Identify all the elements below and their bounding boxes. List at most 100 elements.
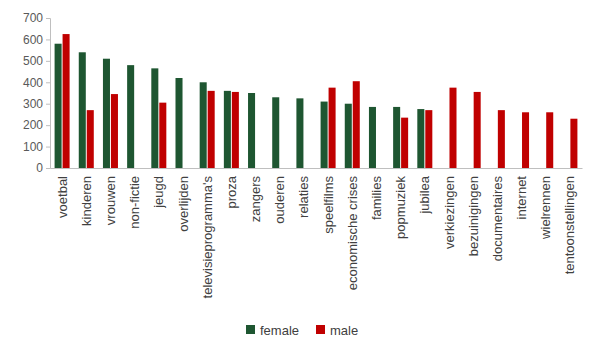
bar (425, 110, 432, 168)
legend-label: female (260, 323, 299, 338)
legend: femalemale (246, 323, 358, 338)
tick: televisieprogramma's (200, 168, 215, 298)
bar (87, 110, 94, 168)
tick: internet (514, 168, 529, 219)
tick-label: ouderen (272, 176, 287, 224)
axis-line (46, 19, 51, 169)
tick: 600 (23, 33, 50, 47)
tick-mark (46, 82, 50, 83)
tick-label: proza (224, 175, 239, 208)
bars (55, 34, 578, 168)
tick: 0 (36, 161, 50, 175)
tick: tentoonstellingen (562, 168, 577, 274)
tick-label: televisieprogramma's (200, 176, 215, 299)
tick: speelfilms (321, 168, 336, 234)
legend-swatch (316, 325, 325, 334)
bar (208, 91, 215, 168)
tick-label: 500 (23, 54, 43, 68)
bar (224, 91, 231, 168)
tick: 400 (23, 76, 50, 90)
tick-label: families (369, 176, 384, 221)
bar (103, 59, 110, 168)
tick-label: jubilea (417, 175, 432, 214)
tick-mark (46, 125, 50, 126)
tick: popmuziek (393, 168, 408, 239)
tick-label: kinderen (79, 176, 94, 226)
tick: verkiezingen (442, 168, 457, 249)
bar (321, 102, 328, 168)
bar (200, 82, 207, 168)
tick-label: 200 (23, 118, 43, 132)
tick-label: speelfilms (321, 176, 336, 234)
series (63, 34, 578, 168)
tick: voetbal (55, 168, 70, 218)
tick: 700 (23, 11, 50, 25)
tick: jubilea (417, 168, 432, 215)
bar (369, 107, 376, 168)
tick-mark (46, 18, 50, 19)
tick-label: popmuziek (393, 176, 408, 239)
bar (248, 93, 255, 168)
tick: wielrennen (538, 168, 553, 240)
tick-label: internet (514, 176, 529, 220)
bar (175, 78, 182, 168)
tick: overlijden (176, 168, 191, 232)
tick-label: 300 (23, 97, 43, 111)
bar (570, 119, 577, 168)
tick-label: non-fictie (127, 176, 142, 229)
y-axis: 0 100 200 300 400 500 600 700 (23, 11, 51, 175)
tick-label: 0 (36, 161, 43, 175)
tick: ouderen (272, 168, 287, 224)
tick: 300 (23, 97, 50, 111)
tick: jeugd (151, 168, 166, 209)
tick-label: bezuinigingen (466, 176, 481, 256)
bar (232, 92, 239, 168)
tick-mark (46, 168, 50, 169)
tick-label: overlijden (176, 176, 191, 232)
tick-label: wielrennen (538, 176, 553, 240)
tick: 100 (23, 140, 50, 154)
tick-label: vrouwen (103, 176, 118, 225)
bar (55, 44, 62, 168)
tick-mark (46, 147, 50, 148)
tick-label: verkiezingen (442, 176, 457, 249)
bar (272, 97, 279, 168)
bar (546, 112, 553, 168)
tick: 500 (23, 54, 50, 68)
legend-swatch (246, 325, 255, 334)
bar (127, 65, 134, 168)
axis-line (51, 168, 583, 169)
tick-label: economische crises (345, 176, 360, 291)
bar (79, 52, 86, 168)
bar (151, 68, 158, 168)
tick: non-fictie (127, 168, 142, 229)
bar (393, 107, 400, 168)
bar (449, 88, 456, 168)
bar (522, 112, 529, 168)
bar (63, 34, 70, 168)
tick: proza (224, 168, 239, 209)
tick-label: 700 (23, 11, 43, 25)
bar (498, 110, 505, 168)
tick-label: voetbal (55, 176, 70, 218)
tick-label: zangers (248, 176, 263, 223)
bar (329, 88, 336, 168)
x-axis: voetbal kinderen vrouwen non-fictie jeugd ove… (51, 168, 583, 298)
tick-label: relaties (296, 176, 311, 218)
bar (111, 94, 118, 168)
tick: kinderen (79, 168, 94, 226)
bar (401, 118, 408, 168)
bar (159, 103, 166, 168)
tick: bezuinigingen (466, 168, 481, 256)
tick-mark (46, 39, 50, 40)
chart: 0 100 200 300 400 500 600 700 voetbal kinderen vro… (0, 0, 590, 354)
tick-label: jeugd (151, 176, 166, 209)
tick-label: tentoonstellingen (562, 176, 577, 274)
bar (345, 104, 352, 168)
bar (353, 81, 360, 168)
bar (474, 92, 481, 168)
bar (296, 98, 303, 168)
tick: 200 (23, 118, 50, 132)
tick: documentaires (490, 168, 505, 261)
tick: vrouwen (103, 168, 118, 225)
